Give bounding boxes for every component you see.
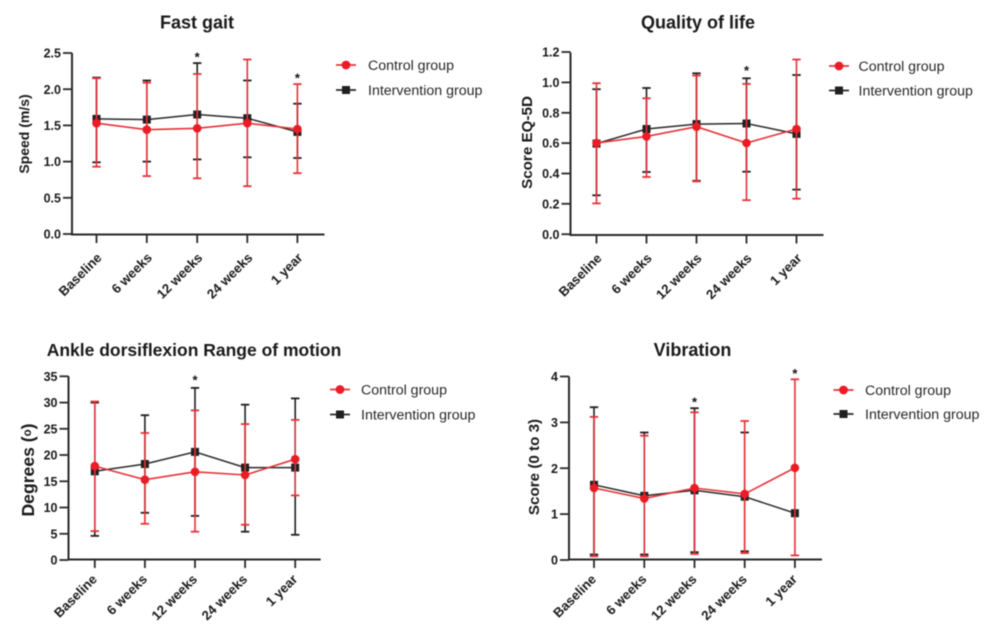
svg-text:0.4: 0.4 — [542, 167, 559, 181]
svg-text:20: 20 — [44, 449, 58, 463]
svg-text:Vibration: Vibration — [654, 340, 732, 360]
svg-text:2.0: 2.0 — [44, 83, 61, 97]
svg-text:Control group: Control group — [368, 58, 454, 74]
svg-text:Fast gait: Fast gait — [160, 13, 234, 33]
svg-text:Score (0 to 3): Score (0 to 3) — [526, 419, 543, 515]
svg-text:*: * — [192, 373, 198, 388]
svg-text:0.2: 0.2 — [542, 197, 559, 211]
svg-text:Score EQ-5D: Score EQ-5D — [519, 96, 536, 189]
svg-text:Degrees (o): Degrees (o) — [18, 423, 38, 516]
svg-text:Control group: Control group — [859, 59, 945, 75]
svg-text:Intervention group: Intervention group — [859, 84, 973, 100]
svg-text:Intervention group: Intervention group — [361, 408, 475, 424]
svg-text:Intervention group: Intervention group — [865, 407, 979, 423]
svg-text:*: * — [744, 63, 750, 78]
svg-text:15: 15 — [44, 475, 58, 489]
svg-text:10: 10 — [44, 501, 58, 515]
svg-text:*: * — [195, 50, 201, 65]
svg-text:0.0: 0.0 — [44, 228, 61, 242]
svg-text:*: * — [792, 366, 798, 381]
svg-text:Intervention group: Intervention group — [368, 83, 482, 99]
svg-text:0.5: 0.5 — [44, 191, 61, 205]
svg-text:5: 5 — [51, 527, 58, 541]
svg-text:*: * — [692, 395, 698, 410]
svg-text:Ankle dorsiflexion Range of mo: Ankle dorsiflexion Range of motion — [47, 340, 342, 360]
svg-text:25: 25 — [44, 422, 58, 436]
svg-text:Control group: Control group — [865, 383, 951, 399]
svg-text:*: * — [295, 71, 301, 86]
svg-text:Speed (m/s): Speed (m/s) — [16, 94, 32, 173]
svg-text:1.2: 1.2 — [542, 46, 559, 60]
svg-text:1: 1 — [551, 508, 558, 522]
svg-text:Quality of life: Quality of life — [641, 13, 755, 33]
svg-text:30: 30 — [44, 396, 58, 410]
svg-text:35: 35 — [44, 370, 58, 384]
svg-text:1.0: 1.0 — [44, 155, 61, 169]
svg-text:1.5: 1.5 — [44, 119, 61, 133]
svg-text:1.0: 1.0 — [542, 76, 559, 90]
svg-text:0: 0 — [51, 554, 58, 568]
svg-text:2: 2 — [551, 462, 558, 476]
svg-text:0: 0 — [551, 554, 558, 568]
svg-text:2.5: 2.5 — [44, 47, 61, 61]
svg-text:3: 3 — [551, 416, 558, 430]
svg-text:Control group: Control group — [361, 383, 447, 399]
svg-text:0.8: 0.8 — [542, 106, 559, 120]
svg-text:4: 4 — [551, 370, 558, 384]
svg-text:0.6: 0.6 — [542, 137, 559, 151]
svg-text:0.0: 0.0 — [542, 228, 559, 242]
